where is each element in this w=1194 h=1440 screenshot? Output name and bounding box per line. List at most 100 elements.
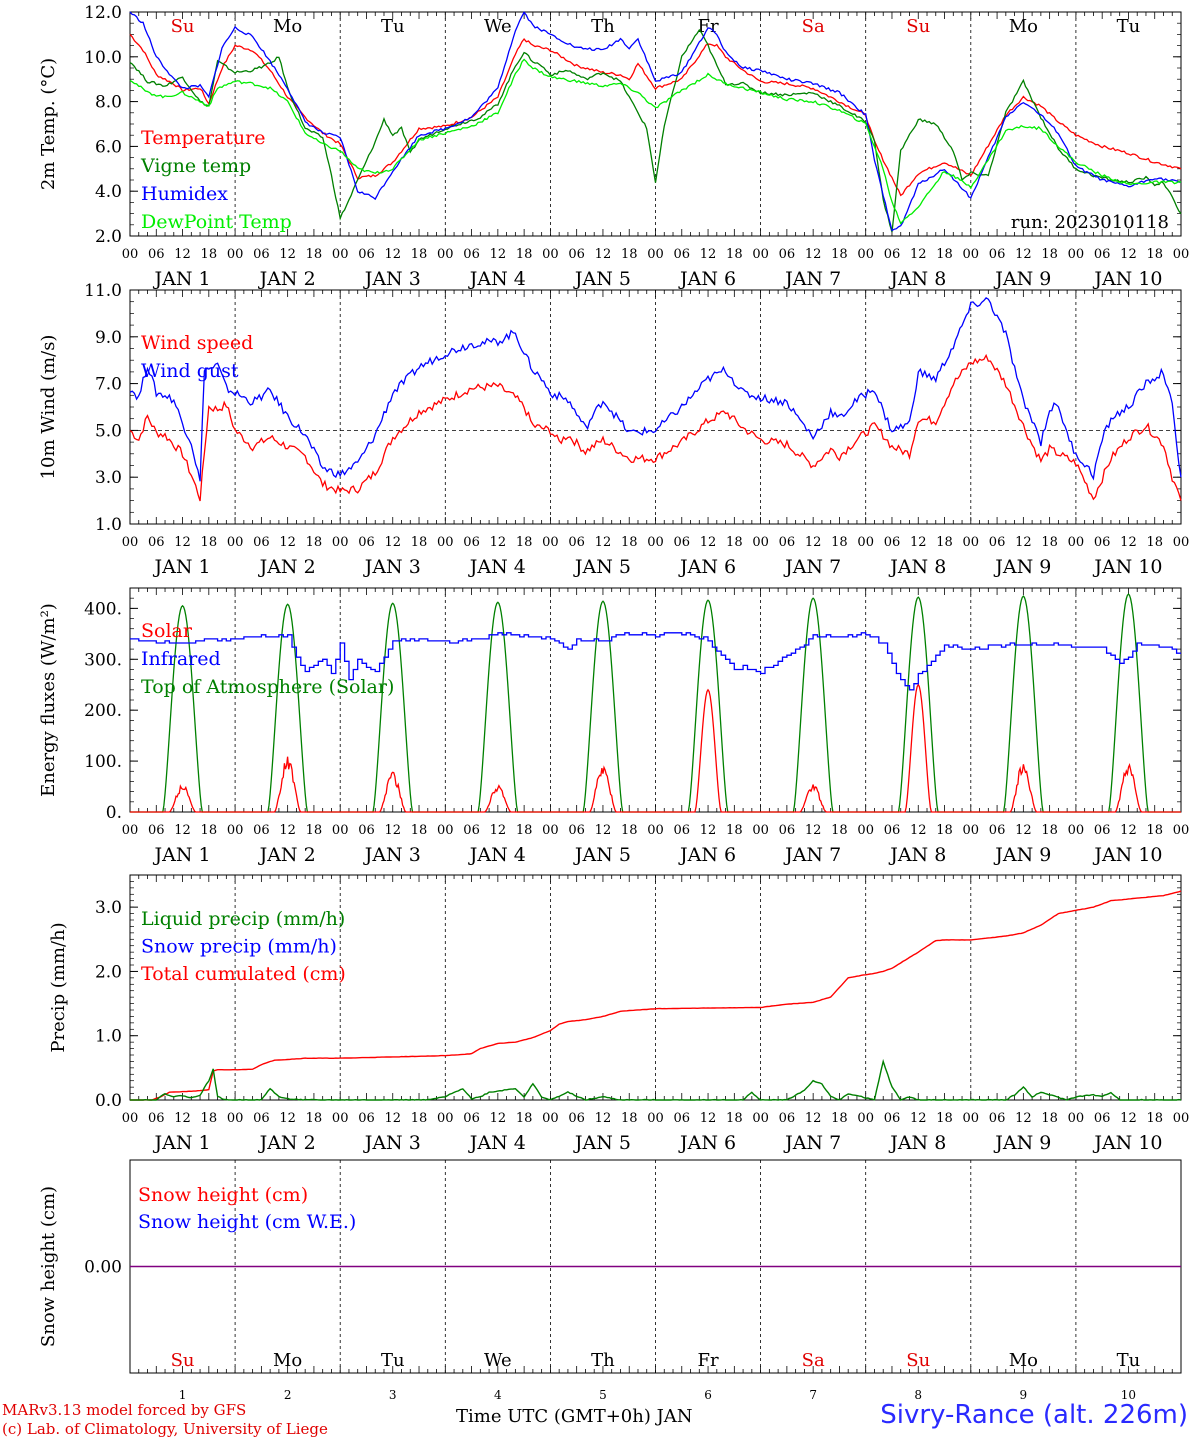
hour-label: 18: [516, 247, 533, 262]
hour-label: 12: [805, 535, 822, 550]
hour-label: 12: [1120, 1111, 1137, 1126]
hour-label: 00: [122, 823, 139, 838]
y-tick-label: 3.0: [95, 468, 122, 488]
series-line-humidex: [129, 11, 1182, 232]
bottom-day-label: 10: [1121, 1388, 1136, 1400]
hour-label: 06: [568, 1111, 585, 1126]
weekday-label: Su: [171, 1350, 195, 1371]
hour-label: 12: [910, 247, 927, 262]
hour-label: 00: [332, 535, 349, 550]
weekday-label: Tu: [381, 1350, 405, 1371]
weekday-label: We: [484, 1350, 512, 1371]
hour-label: 12: [1015, 823, 1032, 838]
plot-frame-energy: [129, 587, 1182, 813]
hour-label: 00: [647, 823, 664, 838]
hour-label: 06: [1094, 823, 1111, 838]
hour-label: 06: [674, 823, 691, 838]
y-tick-label: 12.0: [84, 3, 122, 23]
hour-label: 12: [384, 1111, 401, 1126]
hour-label: 06: [568, 247, 585, 262]
hour-label: 18: [621, 823, 638, 838]
day-label: JAN 10: [1092, 268, 1162, 290]
bottom-day-label: 4: [494, 1388, 502, 1400]
day-label: JAN 2: [258, 268, 316, 290]
hour-label: 00: [332, 247, 349, 262]
legend-entry: Liquid precip (mm/h): [141, 908, 345, 930]
legend-entry: Wind gust: [141, 360, 239, 382]
day-label: JAN 6: [678, 556, 736, 578]
hour-label: 00: [1068, 1111, 1085, 1126]
hour-label: 06: [568, 823, 585, 838]
hour-label: 00: [1173, 1111, 1190, 1126]
hour-label: 00: [1173, 823, 1190, 838]
hour-label: 12: [700, 823, 717, 838]
weekday-label: Tu: [1117, 1350, 1141, 1371]
hour-label: 18: [516, 823, 533, 838]
hour-label: 06: [884, 247, 901, 262]
hour-label: 00: [647, 247, 664, 262]
hour-label: 18: [411, 247, 428, 262]
hour-label: 06: [779, 247, 796, 262]
hour-label: 00: [647, 1111, 664, 1126]
hour-label: 12: [174, 247, 191, 262]
hour-label: 06: [989, 1111, 1006, 1126]
day-label: JAN 1: [153, 1132, 211, 1154]
hour-label: 12: [1015, 1111, 1032, 1126]
hour-label: 18: [1041, 535, 1058, 550]
hour-label: 06: [1094, 535, 1111, 550]
hour-label: 06: [674, 1111, 691, 1126]
y-tick-label: 9.0: [95, 328, 122, 348]
hour-label: 18: [1146, 247, 1163, 262]
hour-label: 18: [516, 1111, 533, 1126]
hour-label: 18: [621, 535, 638, 550]
hour-label: 18: [1041, 1111, 1058, 1126]
hour-label: 12: [279, 1111, 296, 1126]
hour-label: 06: [884, 823, 901, 838]
hour-label: 18: [831, 1111, 848, 1126]
y-tick-label: 8.0: [95, 93, 122, 113]
hour-label: 12: [279, 247, 296, 262]
hour-label: 06: [148, 535, 165, 550]
hour-label: 12: [910, 535, 927, 550]
y-tick-label: 1.0: [95, 1027, 122, 1047]
bottom-day-label: 6: [704, 1388, 712, 1400]
hour-label: 00: [437, 1111, 454, 1126]
y-tick-label: 0.: [106, 803, 122, 823]
hour-label: 00: [332, 823, 349, 838]
time-axis-title: Time UTC (GMT+0h) JAN: [456, 1406, 693, 1427]
y-tick-label: 6.0: [95, 137, 122, 157]
hour-label: 12: [910, 823, 927, 838]
weekday-label: Sa: [802, 16, 825, 37]
hour-label: 00: [1068, 247, 1085, 262]
legend-entry: Top of Atmosphere (Solar): [141, 676, 394, 698]
bottom-day-label: 3: [389, 1388, 397, 1400]
hour-label: 12: [595, 535, 612, 550]
hour-label: 00: [1173, 247, 1190, 262]
day-label: JAN 5: [573, 556, 631, 578]
hour-label: 06: [884, 535, 901, 550]
day-label: JAN 4: [468, 268, 526, 290]
hour-label: 12: [490, 1111, 507, 1126]
day-label: JAN 10: [1092, 556, 1162, 578]
hour-label: 06: [1094, 247, 1111, 262]
hour-label: 18: [411, 1111, 428, 1126]
weekday-label: Su: [171, 16, 195, 37]
day-label: JAN 5: [573, 1132, 631, 1154]
hour-label: 00: [647, 535, 664, 550]
hour-label: 18: [726, 1111, 743, 1126]
y-axis-title: 10m Wind (m/s): [38, 335, 59, 480]
day-label: JAN 1: [153, 268, 211, 290]
day-label: JAN 5: [573, 268, 631, 290]
day-label: JAN 4: [468, 556, 526, 578]
legend-entry: Solar: [141, 620, 193, 642]
hour-label: 12: [279, 823, 296, 838]
day-label: JAN 1: [153, 556, 211, 578]
hour-label: 00: [857, 535, 874, 550]
hour-label: 18: [1146, 1111, 1163, 1126]
hour-label: 18: [201, 1111, 218, 1126]
weekday-label: Tu: [1117, 16, 1141, 37]
y-tick-label: 0.00: [84, 1258, 122, 1278]
hour-label: 12: [1015, 247, 1032, 262]
weekday-label: Su: [906, 16, 930, 37]
run-annotation: run: 2023010118: [1011, 212, 1169, 233]
